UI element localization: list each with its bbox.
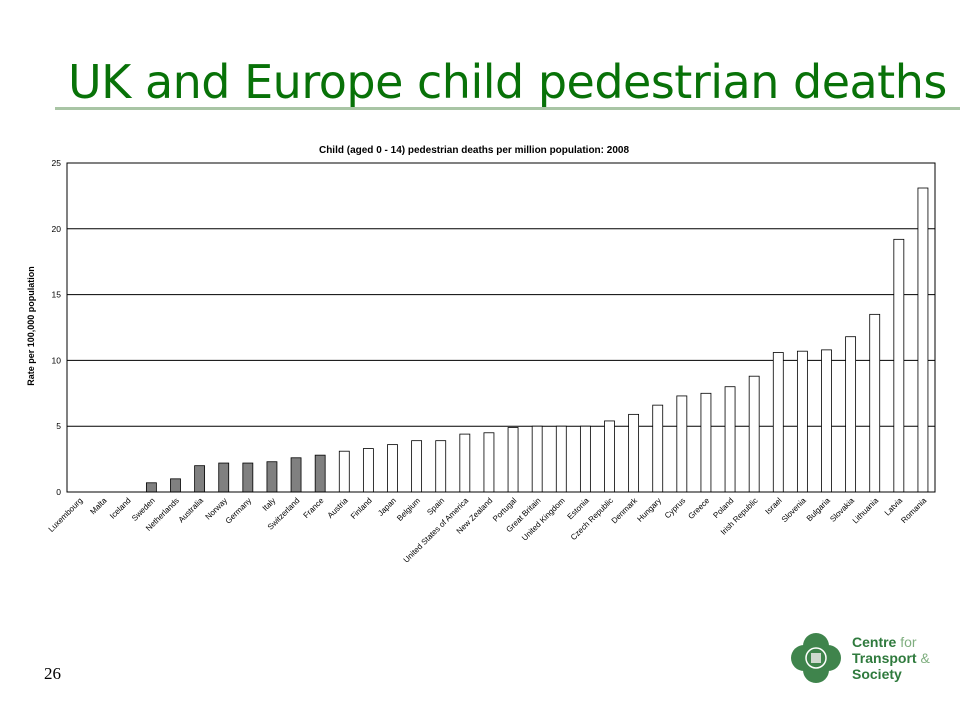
y-tick-label: 20: [52, 224, 62, 234]
bar: [145, 482, 157, 493]
bar: [411, 440, 423, 493]
bar: [194, 465, 206, 493]
x-tick-label: Germany: [224, 496, 254, 526]
x-tick-label: Spain: [425, 496, 446, 517]
x-tick-label: Denmark: [610, 495, 640, 525]
logo-text: Centre for Transport & Society: [852, 634, 930, 682]
bar: [845, 336, 857, 493]
x-tick-label: Belgium: [395, 496, 422, 523]
x-tick-label: Finland: [349, 496, 374, 521]
logo-word-society: Society: [852, 666, 902, 682]
logo-word-ampersand: &: [920, 650, 930, 666]
bar: [218, 462, 230, 493]
x-tick-label: Bulgaria: [805, 496, 833, 524]
bar: [314, 454, 326, 493]
x-tick-label: Lithuania: [851, 496, 881, 526]
bar: [290, 457, 302, 493]
bar: [604, 420, 615, 493]
bar: [338, 450, 350, 493]
title-rule: [55, 107, 960, 110]
bar: [170, 478, 181, 493]
bar: [459, 433, 471, 493]
y-tick-label: 25: [52, 158, 62, 168]
bar: [893, 238, 905, 493]
x-tick-label: Latvia: [883, 496, 905, 518]
x-tick-label: Australia: [177, 496, 206, 525]
y-tick-label: 5: [56, 421, 61, 431]
bar: [628, 413, 640, 493]
bar: [362, 448, 374, 493]
logo-word-centre: Centre: [852, 634, 897, 650]
logo-word-transport: Transport: [852, 650, 917, 666]
page-number: 26: [44, 664, 61, 683]
x-tick-label: Czech Republic: [569, 496, 615, 542]
bar: [555, 425, 567, 493]
x-tick-label: Iceland: [108, 496, 133, 521]
y-tick-labels: 0 5 10 15 20 25: [52, 158, 62, 497]
bar-chart: Child (aged 0 - 14) pedestrian deaths pe…: [26, 145, 936, 565]
bar: [387, 444, 398, 493]
bar: [507, 427, 519, 493]
x-tick-labels: Luxembourg Malta IcelandSwedenNetherlandsA…: [47, 495, 929, 564]
x-tick-label: Italy: [261, 496, 278, 513]
bar: [676, 395, 688, 493]
bar: [531, 425, 543, 493]
logo-word-for: for: [900, 634, 917, 650]
plot-frame: [66, 162, 936, 493]
x-tick-label: Cyprus: [663, 496, 687, 520]
bar: [435, 440, 447, 493]
x-tick-label: Romania: [899, 496, 928, 525]
x-tick-label: Israel: [763, 496, 783, 516]
y-axis-title: Rate per 100,000 population: [26, 266, 36, 386]
chart-title: Child (aged 0 - 14) pedestrian deaths pe…: [319, 145, 629, 156]
bar: [869, 313, 881, 493]
slide-title: UK and Europe child pedestrian deaths: [68, 55, 947, 109]
bar: [821, 349, 832, 493]
bar: [724, 386, 736, 493]
x-tick-label: Luxembourg: [47, 496, 85, 534]
y-tick-label: 10: [52, 355, 62, 365]
x-tick-label: Greece: [686, 496, 711, 521]
bar: [772, 352, 784, 493]
bar: [917, 187, 929, 493]
y-tick-label: 15: [52, 290, 62, 300]
bar: [242, 462, 254, 493]
x-tick-label: United Kingdom: [520, 496, 567, 543]
y-tick-label: 0: [56, 487, 61, 497]
x-tick-label: Slovenia: [780, 496, 808, 524]
bar: [652, 404, 664, 493]
x-tick-label: Austria: [326, 496, 350, 520]
bar: [796, 350, 808, 493]
centre-for-transport-society-logo: [791, 633, 841, 683]
bar: [748, 375, 760, 493]
bars: [145, 187, 929, 493]
x-tick-label: France: [302, 496, 326, 520]
x-tick-label: Japan: [376, 496, 398, 518]
bar: [700, 392, 712, 493]
x-tick-label: Hungary: [635, 496, 663, 524]
bar: [483, 432, 495, 493]
x-tick-label: Malta: [88, 496, 109, 517]
bar: [579, 425, 591, 493]
bar: [266, 461, 278, 493]
